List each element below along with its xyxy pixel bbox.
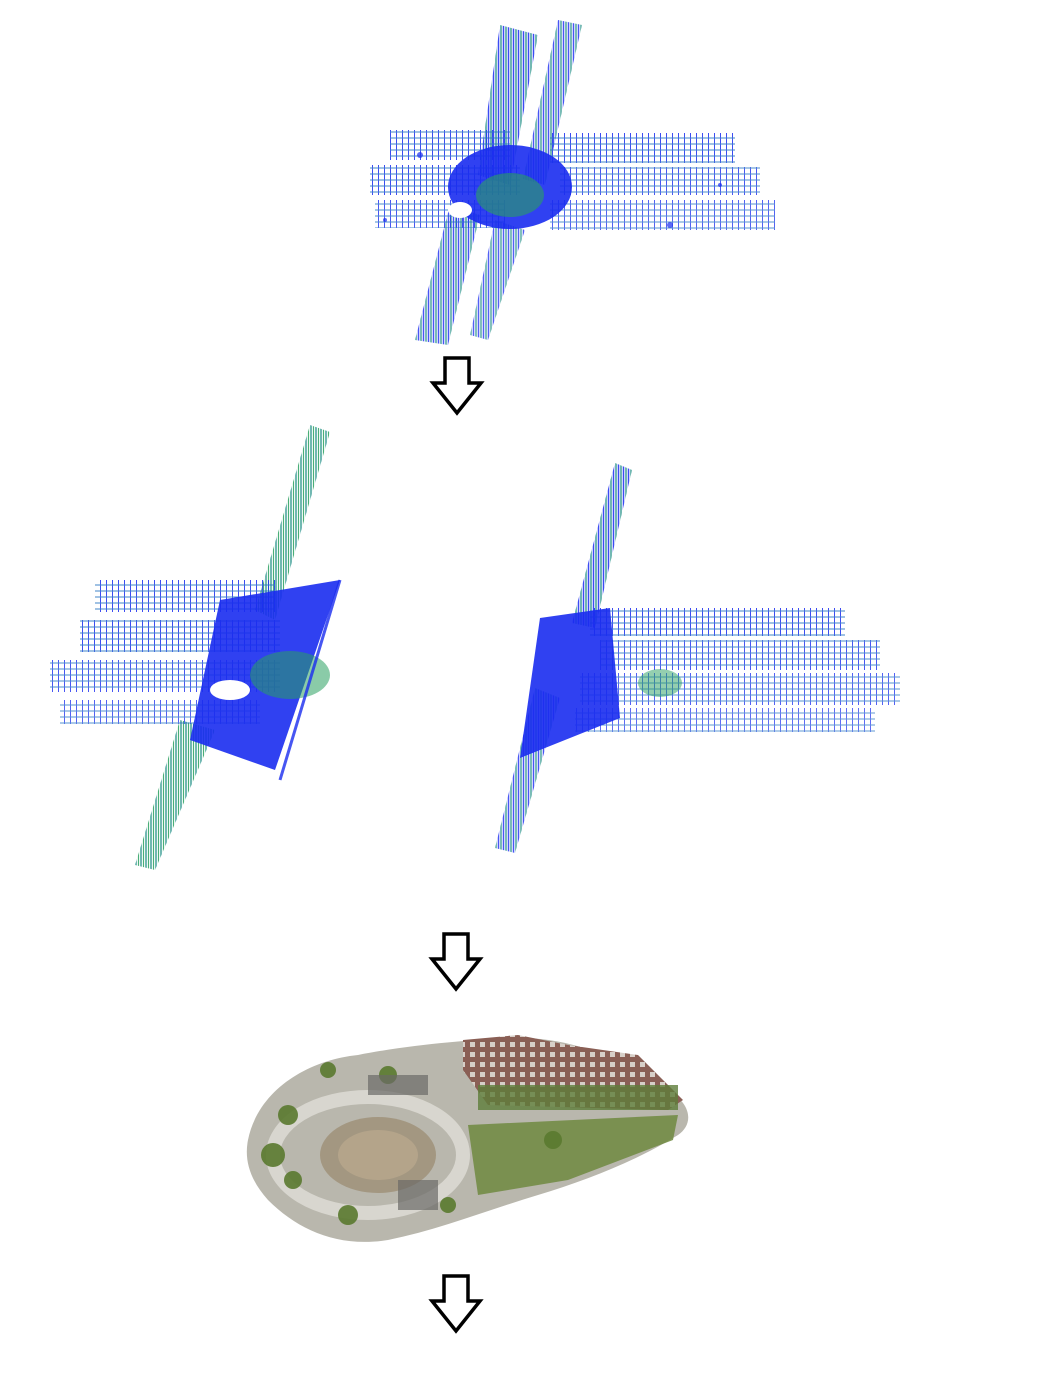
full-point-cloud-graphic xyxy=(370,20,775,345)
down-arrow-icon xyxy=(429,355,485,417)
left-partition-point-cloud xyxy=(40,420,380,875)
full-point-cloud-map xyxy=(360,15,780,345)
textured-mesh-graphic xyxy=(246,1035,689,1242)
down-arrow-icon xyxy=(428,931,484,993)
textured-3d-reconstruction xyxy=(238,1030,698,1250)
down-arrow-icon xyxy=(428,1273,484,1335)
right-partition-point-cloud xyxy=(480,458,920,858)
left-partition-graphic xyxy=(50,425,342,870)
right-partition-graphic xyxy=(495,463,900,853)
